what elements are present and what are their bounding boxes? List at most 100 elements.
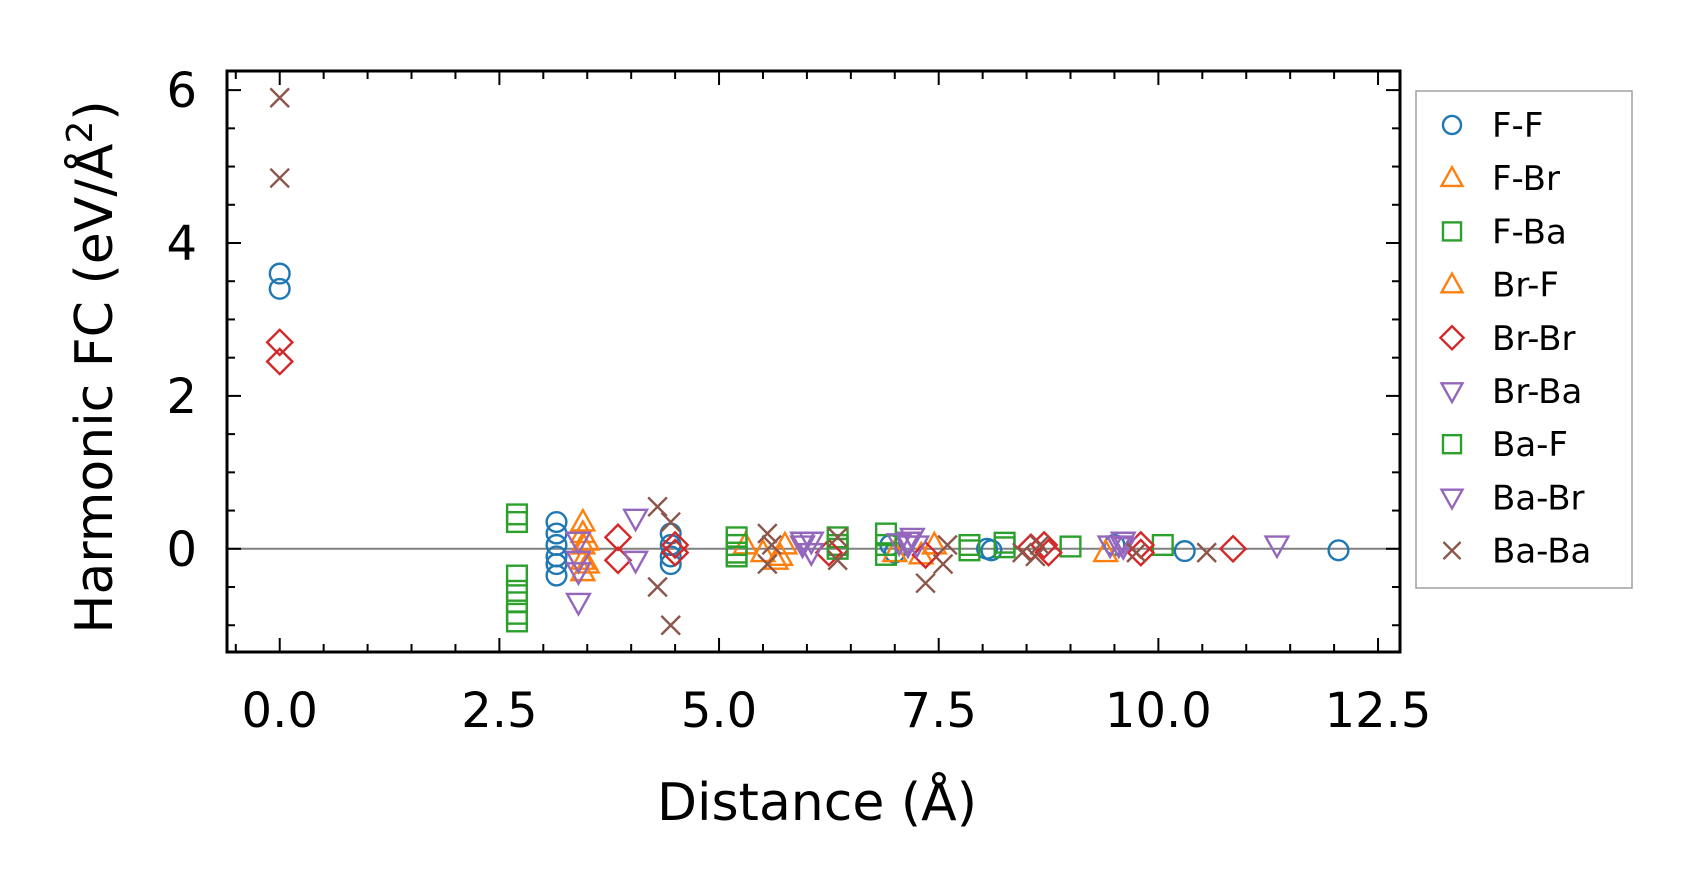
x-tick-label: 7.5 bbox=[901, 683, 977, 739]
legend-marker bbox=[1439, 164, 1465, 188]
legend-item: Br-Br bbox=[1438, 319, 1576, 359]
legend-label: F-F bbox=[1492, 106, 1543, 146]
data-point bbox=[725, 541, 748, 564]
data-point bbox=[874, 543, 898, 566]
y-axis-label-sup: 2 bbox=[60, 121, 101, 144]
legend-label: Br-Ba bbox=[1492, 372, 1582, 412]
series-ba-ba bbox=[269, 87, 1217, 636]
data-point bbox=[647, 576, 668, 598]
y-axis-label: Harmonic FC (eV/Å2) bbox=[60, 100, 125, 633]
data-point bbox=[1011, 542, 1033, 563]
data-point bbox=[762, 545, 790, 570]
legend-marker bbox=[1438, 324, 1466, 352]
data-point bbox=[1196, 542, 1217, 563]
x-axis-label: Distance (Å) bbox=[657, 771, 977, 833]
data-point bbox=[894, 531, 922, 556]
data-point bbox=[603, 523, 633, 552]
data-point bbox=[545, 522, 568, 545]
data-point bbox=[545, 510, 568, 534]
data-point bbox=[505, 503, 528, 526]
x-tick-label: 12.5 bbox=[1325, 683, 1432, 739]
legend-marker bbox=[1442, 541, 1462, 561]
legend-marker bbox=[1439, 271, 1465, 294]
data-point bbox=[980, 539, 1003, 562]
plot-frame bbox=[225, 69, 1402, 654]
plot-body bbox=[225, 69, 1402, 654]
data-point bbox=[993, 536, 1016, 559]
x-tick-label: 5.0 bbox=[681, 683, 757, 739]
legend-label: Br-F bbox=[1492, 266, 1559, 306]
legend-item: Br-Ba bbox=[1439, 372, 1582, 412]
legend-label: Br-Br bbox=[1492, 319, 1576, 359]
data-point bbox=[505, 564, 528, 587]
x-tick-label: 0.0 bbox=[242, 683, 318, 739]
y-tick-label: 4 bbox=[166, 216, 197, 272]
x-tick-label: 10.0 bbox=[1105, 683, 1212, 739]
data-point bbox=[915, 572, 936, 594]
data-point bbox=[569, 530, 597, 555]
data-point bbox=[265, 347, 295, 376]
y-tick-label: 0 bbox=[166, 522, 197, 578]
data-point bbox=[911, 540, 940, 570]
data-point bbox=[269, 167, 290, 189]
data-point bbox=[505, 510, 528, 534]
legend-label: F-Ba bbox=[1492, 212, 1567, 252]
data-point bbox=[268, 277, 291, 300]
legend-label: Ba-Ba bbox=[1492, 532, 1591, 572]
data-point bbox=[1109, 536, 1137, 561]
data-point bbox=[1126, 542, 1147, 563]
data-point bbox=[569, 507, 597, 532]
data-point bbox=[771, 530, 799, 555]
data-point bbox=[757, 553, 778, 575]
data-point bbox=[937, 534, 958, 556]
data-point bbox=[622, 508, 650, 533]
data-point bbox=[569, 545, 597, 570]
x-tick-label: 2.5 bbox=[461, 683, 537, 739]
legend-label: Ba-F bbox=[1492, 425, 1568, 465]
data-point bbox=[1034, 538, 1063, 567]
data-point bbox=[1263, 535, 1291, 560]
data-point bbox=[573, 526, 601, 551]
legend-item: Ba-F bbox=[1441, 425, 1568, 465]
data-point bbox=[505, 591, 528, 614]
data-point bbox=[565, 531, 592, 556]
y-tick-label: 6 bbox=[166, 63, 197, 119]
data-point bbox=[958, 539, 981, 562]
data-point bbox=[545, 564, 568, 587]
series-ba-f bbox=[505, 522, 898, 633]
data-point bbox=[660, 530, 690, 560]
data-point bbox=[767, 541, 794, 567]
legend-label: F-Br bbox=[1492, 159, 1560, 199]
data-point bbox=[827, 550, 848, 571]
legend-item: Ba-Br bbox=[1439, 478, 1585, 518]
legend-item: F-Br bbox=[1439, 159, 1560, 199]
y-axis: 0 2 4 6 bbox=[166, 63, 1400, 627]
data-point bbox=[1218, 534, 1248, 564]
legend-item: Ba-Ba bbox=[1442, 532, 1591, 572]
data-point bbox=[622, 550, 650, 575]
y-tick-label: 2 bbox=[166, 369, 197, 425]
data-point bbox=[265, 328, 295, 357]
data-point bbox=[505, 579, 528, 602]
data-point bbox=[660, 511, 681, 533]
data-point bbox=[797, 543, 825, 568]
data-point bbox=[659, 545, 682, 568]
data-point bbox=[797, 531, 825, 556]
data-point bbox=[268, 262, 291, 285]
data-point bbox=[1327, 539, 1350, 562]
data-point bbox=[757, 523, 778, 544]
data-point bbox=[1151, 533, 1174, 557]
data-point bbox=[958, 533, 981, 557]
data-point bbox=[660, 538, 690, 567]
data-point bbox=[269, 87, 290, 108]
legend-marker bbox=[1441, 221, 1463, 242]
data-point bbox=[1025, 546, 1046, 567]
legend-marker bbox=[1441, 114, 1463, 136]
data-point bbox=[920, 530, 948, 555]
legend-item: F-Ba bbox=[1441, 212, 1567, 252]
data-point bbox=[903, 535, 931, 560]
data-point bbox=[660, 615, 681, 636]
y-axis-label-end: ) bbox=[65, 100, 125, 120]
data-point bbox=[647, 496, 668, 517]
